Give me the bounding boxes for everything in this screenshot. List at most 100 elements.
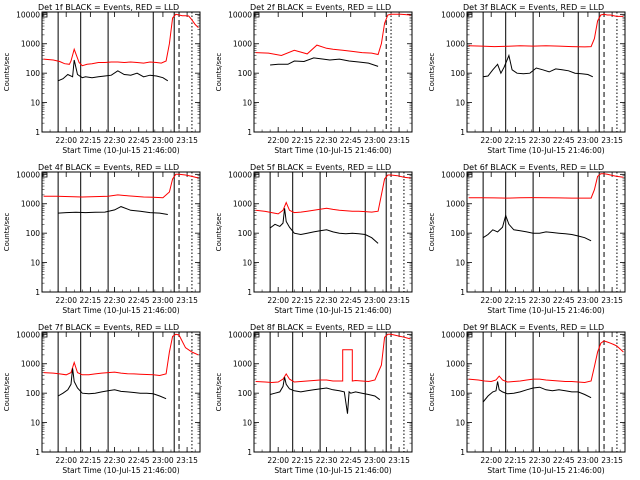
- plot-area: [468, 172, 624, 292]
- y-tick-label: 10: [242, 99, 252, 108]
- x-tick-label: 22:15: [505, 296, 527, 305]
- x-tick-label: 22:00: [267, 296, 289, 305]
- chart-panel-7: Det 7f BLACK = Events, RED = LLD Counts/s…: [3, 323, 201, 475]
- y-tick-label: 1000: [21, 360, 40, 369]
- chart-title: Det 9f BLACK = Events, RED = LLD: [463, 323, 604, 332]
- x-tick-label: 22:00: [480, 136, 502, 145]
- chart-title: Det 7f BLACK = Events, RED = LLD: [38, 323, 179, 332]
- plot-frame: [466, 11, 626, 133]
- plot-frame: [41, 171, 201, 293]
- x-tick-label: 22:15: [292, 136, 314, 145]
- x-tick-label: 22:15: [292, 296, 314, 305]
- y-axis-label: Counts/sec: [428, 53, 436, 92]
- y-tick-label: 100: [238, 69, 253, 78]
- y-tick-label: 1: [35, 448, 40, 457]
- y-tick-label: 1: [35, 288, 40, 297]
- chart-title: Det 5f BLACK = Events, RED = LLD: [250, 163, 391, 172]
- x-tick-label: 23:15: [601, 296, 623, 305]
- chart-panel-4: Det 4f BLACK = Events, RED = LLD Counts/s…: [3, 163, 201, 315]
- x-tick-label: 23:00: [364, 296, 386, 305]
- chart-panel-5: Det 5f BLACK = Events, RED = LLD Counts/s…: [215, 163, 413, 315]
- y-axis-label: Counts/sec: [215, 373, 223, 412]
- series-line-events: [482, 381, 592, 403]
- x-tick-label: 22:30: [104, 296, 126, 305]
- x-tick-label: 23:15: [601, 456, 623, 465]
- y-tick-label: 10000: [441, 170, 465, 179]
- y-axis-label: Counts/sec: [3, 213, 11, 252]
- chart-panel-3: Det 3f BLACK = Events, RED = LLD Counts/s…: [428, 3, 626, 155]
- x-tick-label: 22:15: [505, 456, 527, 465]
- x-tick-label: 22:45: [553, 136, 575, 145]
- x-tick-label: 23:00: [577, 296, 599, 305]
- x-axis-label: Start Time (10-Jul-15 21:46:00): [274, 306, 391, 315]
- series-line-events: [58, 206, 168, 215]
- x-tick-label: 22:30: [316, 136, 338, 145]
- x-tick-label: 22:30: [104, 136, 126, 145]
- y-tick-label: 100: [238, 229, 253, 238]
- plot-frame: [41, 11, 201, 133]
- series-line-lld: [43, 173, 199, 199]
- plot-frame: [41, 331, 201, 453]
- y-tick-label: 10000: [16, 10, 40, 19]
- y-tick-label: 10: [30, 419, 40, 428]
- x-tick-label: 22:45: [553, 296, 575, 305]
- chart-panel-1: Det 1f BLACK = Events, RED = LLD Counts/s…: [3, 3, 201, 155]
- y-tick-label: 10: [455, 419, 465, 428]
- y-tick-label: 100: [26, 229, 41, 238]
- y-tick-label: 10000: [16, 330, 40, 339]
- series-line-lld: [255, 174, 411, 215]
- plot-area: [468, 332, 624, 452]
- y-tick-label: 10: [455, 99, 465, 108]
- x-tick-label: 22:00: [480, 456, 502, 465]
- chart-title: Det 4f BLACK = Events, RED = LLD: [38, 163, 179, 172]
- corner-marker: [254, 332, 260, 338]
- y-tick-label: 1000: [446, 40, 465, 49]
- y-tick-label: 1000: [21, 40, 40, 49]
- x-tick-label: 22:15: [80, 456, 102, 465]
- plot-area: [255, 172, 411, 292]
- chart-title: Det 8f BLACK = Events, RED = LLD: [250, 323, 391, 332]
- y-tick-label: 10: [30, 99, 40, 108]
- x-tick-label: 22:45: [553, 456, 575, 465]
- y-tick-label: 10000: [441, 330, 465, 339]
- x-tick-label: 23:00: [577, 456, 599, 465]
- x-tick-label: 22:00: [55, 456, 77, 465]
- corner-marker: [254, 12, 260, 18]
- x-axis-label: Start Time (10-Jul-15 21:46:00): [62, 306, 179, 315]
- y-axis-label: Counts/sec: [428, 373, 436, 412]
- x-tick-label: 22:00: [267, 136, 289, 145]
- x-tick-label: 22:30: [529, 456, 551, 465]
- y-tick-label: 1: [247, 448, 252, 457]
- series-line-lld: [468, 173, 624, 199]
- x-tick-label: 22:45: [128, 296, 150, 305]
- x-axis-label: Start Time (10-Jul-15 21:46:00): [487, 146, 604, 155]
- plot-area: [43, 332, 199, 452]
- corner-marker: [254, 172, 260, 178]
- x-tick-label: 23:00: [152, 296, 174, 305]
- y-tick-label: 1000: [446, 200, 465, 209]
- y-tick-label: 100: [451, 389, 466, 398]
- y-tick-label: 10: [30, 259, 40, 268]
- plot-frame: [466, 331, 626, 453]
- series-line-events: [269, 208, 379, 244]
- x-tick-label: 22:30: [529, 296, 551, 305]
- x-axis-label: Start Time (10-Jul-15 21:46:00): [62, 146, 179, 155]
- x-tick-label: 23:00: [364, 136, 386, 145]
- x-tick-label: 22:15: [80, 136, 102, 145]
- x-tick-label: 23:00: [152, 136, 174, 145]
- x-tick-label: 22:45: [128, 456, 150, 465]
- x-tick-label: 23:15: [601, 136, 623, 145]
- chart-panel-6: Det 6f BLACK = Events, RED = LLD Counts/s…: [428, 163, 626, 315]
- chart-title: Det 6f BLACK = Events, RED = LLD: [463, 163, 604, 172]
- y-tick-label: 10000: [16, 170, 40, 179]
- chart-panel-8: Det 8f BLACK = Events, RED = LLD Counts/s…: [215, 323, 413, 475]
- plot-area: [468, 12, 624, 132]
- y-tick-label: 100: [26, 389, 41, 398]
- y-tick-label: 1: [247, 128, 252, 137]
- plot-area: [255, 12, 411, 132]
- x-tick-label: 22:00: [55, 296, 77, 305]
- y-axis-label: Counts/sec: [3, 53, 11, 92]
- x-tick-label: 22:00: [267, 456, 289, 465]
- corner-marker: [42, 332, 48, 338]
